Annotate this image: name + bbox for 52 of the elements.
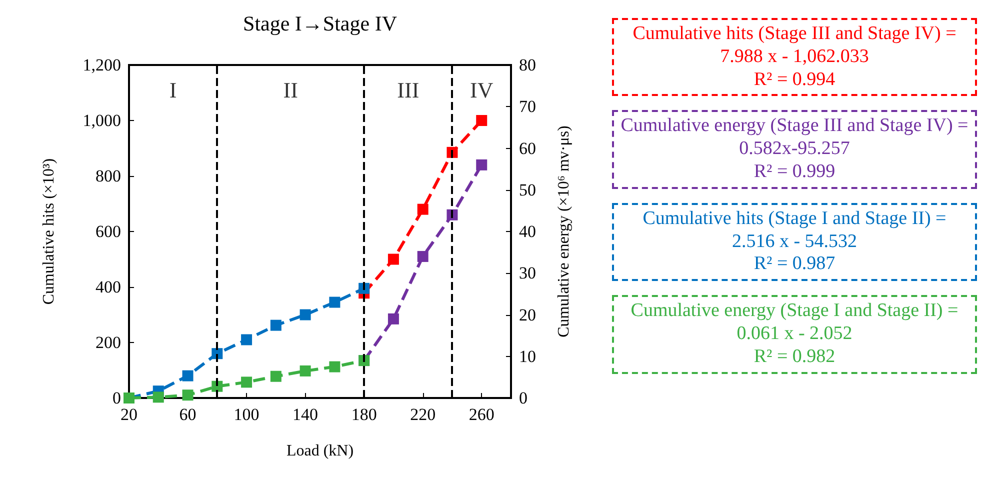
- point: [329, 361, 340, 372]
- annotation: I: [169, 77, 177, 102]
- y2-tick-label: 30: [519, 264, 536, 283]
- text: Cumulative energy (Stage I and Stage II) = 0.061 x - 2.052 R² = 0.982: [612, 295, 977, 374]
- y2-tick-label: 10: [519, 346, 536, 366]
- point: [182, 370, 194, 382]
- point: [241, 376, 252, 388]
- y2-tick-label: 70: [519, 97, 536, 116]
- y-tick-label: 600: [96, 222, 121, 241]
- point: [476, 115, 488, 126]
- x-tick-label: 220: [410, 405, 436, 424]
- y2-tick-label: 80: [519, 56, 536, 74]
- point: [417, 250, 428, 262]
- y-tick-label: 1,000: [82, 111, 121, 130]
- annotation: II: [283, 77, 298, 102]
- x-tick-label: 100: [234, 405, 260, 424]
- x-tick-label: 20: [120, 405, 138, 424]
- text: Cumulative hits (Stage I and Stage II) = 2.516 x - 54.532 R² = 0.987: [612, 202, 977, 282]
- point: [388, 254, 399, 265]
- point: [417, 204, 428, 215]
- point: [300, 365, 311, 376]
- point: [270, 370, 282, 382]
- text: Cumulative hits (Stage III and Stage IV) = 7.988 x - 1,062.033 R² = 0.994: [612, 18, 977, 96]
- y-tick-label: 400: [96, 278, 121, 296]
- annotation: IV: [470, 77, 494, 102]
- point: [388, 313, 399, 324]
- point: [152, 392, 164, 403]
- point: [329, 296, 340, 308]
- point: [182, 390, 194, 401]
- text: Cumulative energy (Stage III and Stage IV) = 0.582x-95.257 R² = 0.999: [612, 110, 977, 189]
- y-tick-label: 800: [96, 166, 121, 186]
- y2-axis-title: Cumulative energy (×10⁶ mv·μs): [556, 126, 572, 338]
- x-tick-label: 260: [468, 405, 494, 424]
- chart-title: Stage I→Stage IV: [243, 12, 397, 36]
- y-axis-title: Cumulative hits (×10³): [40, 158, 58, 305]
- x-tick-label: 60: [179, 405, 196, 424]
- y2-tick-label: 40: [519, 222, 536, 241]
- y-tick-label: 0: [112, 388, 121, 408]
- point: [241, 334, 252, 346]
- x-axis-title: Load (kN): [286, 442, 354, 460]
- y-tick-label: 1,200: [82, 56, 121, 74]
- x-tick-label: 180: [351, 405, 377, 424]
- y2-tick-label: 20: [519, 305, 536, 324]
- point: [476, 159, 488, 170]
- point: [300, 309, 311, 320]
- annotation: III: [397, 77, 420, 102]
- y-tick-label: 200: [96, 333, 121, 352]
- y2-tick-label: 0: [519, 388, 528, 408]
- y2-tick-label: 60: [519, 138, 536, 158]
- point: [270, 320, 282, 331]
- y2-tick-label: 50: [519, 180, 536, 200]
- x-tick-label: 140: [292, 405, 318, 424]
